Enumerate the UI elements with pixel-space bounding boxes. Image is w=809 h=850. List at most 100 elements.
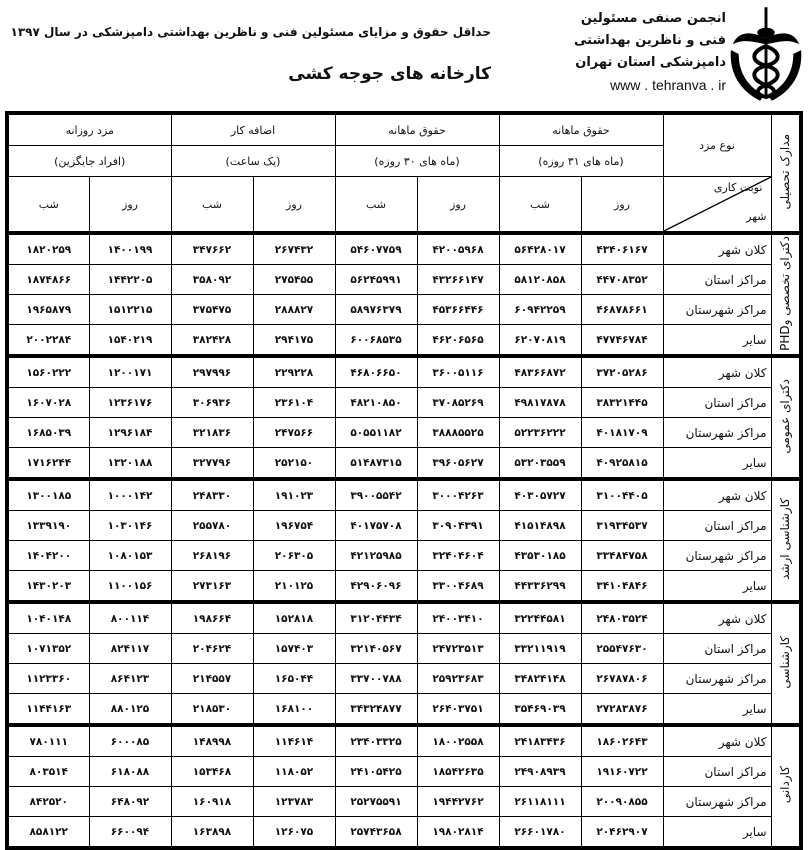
shift-night-header: شب [170, 176, 254, 234]
wage-value-cell: ۱۳۰۰۱۸۵ [6, 477, 90, 511]
wage-type-header: نوع مزد [662, 112, 772, 177]
wage-value-cell: ۱۹۱۶۰۷۲۲ [580, 756, 664, 787]
table-row: مراکز شهرستان ۳۳۴۸۴۷۵۸ ۴۳۵۳۰۱۸۵ ۳۲۴۰۴۶۰۴ ۴۲۱… [6, 540, 801, 571]
document-header: حداقل حقوق و مزایای مسئولین فنی و ناظرین… [0, 0, 809, 110]
table-row: سایر ۲۷۲۸۳۸۷۶ ۳۵۴۶۹۰۳۹ ۲۶۴۰۳۷۵۱ ۳۴۳۲۴۸۷۷ ۱۶۸۱… [6, 693, 801, 726]
wage-value-cell: ۷۸۰۱۱۱ [6, 723, 90, 757]
wage-value-cell: ۱۹۶۵۸۷۹ [6, 294, 90, 325]
wage-value-cell: ۲۱۰۱۲۵ [252, 570, 336, 603]
wage-value-cell: ۲۵۷۴۳۶۵۸ [334, 816, 418, 849]
wage-value-cell: ۱۰۴۰۱۴۸ [6, 600, 90, 634]
wage-value-cell: ۴۹۸۱۷۸۷۸ [498, 387, 582, 418]
caduceus-hands-tower-icon [730, 7, 802, 101]
city-label: مراکز شهرستان [662, 540, 772, 571]
wage-value-cell: ۴۴۷۰۸۳۵۲ [580, 264, 664, 295]
table-row: سایر ۴۷۷۴۶۷۸۴ ۶۲۰۷۰۸۱۹ ۴۶۲۰۶۵۶۵ ۶۰۰۶۸۵۳۵ ۲۹۴۱… [6, 324, 801, 357]
wage-value-cell: ۱۱۰۰۱۵۶ [88, 570, 172, 603]
wage-value-cell: ۸۵۸۱۲۲ [6, 816, 90, 849]
degree-label: کارشناسی ارشد [770, 477, 802, 603]
wage-value-cell: ۴۰۱۷۵۷۰۸ [334, 510, 418, 541]
wage-value-cell: ۳۴۸۲۴۱۴۸ [498, 663, 582, 694]
wage-value-cell: ۵۱۴۸۷۳۱۵ [334, 447, 418, 480]
wage-value-cell: ۱۳۳۹۱۹۰ [6, 510, 90, 541]
shift-day-header: روز [416, 176, 500, 234]
city-label: کلان شهر [662, 723, 772, 757]
wage-value-cell: ۱۰۳۰۱۴۶ [88, 510, 172, 541]
wage-value-cell: ۲۳۴۰۳۳۲۵ [334, 723, 418, 757]
city-label: مراکز استان [662, 387, 772, 418]
wage-value-cell: ۱۲۹۶۱۸۴ [88, 417, 172, 448]
wage-value-cell: ۸۸۰۱۲۵ [88, 693, 172, 726]
wage-value-cell: ۱۲۳۶۱۷۶ [88, 387, 172, 418]
wage-value-cell: ۱۲۶۰۷۵ [252, 816, 336, 849]
table-row: سایر ۲۰۴۶۲۹۰۷ ۲۶۶۰۱۷۸۰ ۱۹۸۰۲۸۱۴ ۲۵۷۴۳۶۵۸ ۱۲۶۰… [6, 816, 801, 849]
table-row: کارشناسی ارشد کلان شهر ۳۱۰۰۴۴۰۵ ۴۰۳۰۵۷۲۷ ۳۰۰… [6, 477, 802, 603]
wage-value-cell: ۱۰۸۰۱۵۳ [88, 540, 172, 571]
group-sub-overtime: (یک ساعت) [170, 145, 336, 177]
wage-value-cell: ۲۰۰۲۲۸۴ [6, 324, 90, 357]
shift-night-header: شب [498, 176, 582, 234]
wage-value-cell: ۱۴۰۴۲۰۰ [6, 540, 90, 571]
wage-value-cell: ۲۵۲۱۵۰ [252, 447, 336, 480]
table-row: مراکز استان ۳۸۳۲۱۴۴۵ ۴۹۸۱۷۸۷۸ ۳۷۰۸۵۲۶۹ ۴۸۲۱۰… [6, 387, 801, 418]
wage-value-cell: ۲۶۴۰۳۷۵۱ [416, 693, 500, 726]
wage-value-cell: ۳۲۴۰۴۶۰۴ [416, 540, 500, 571]
table-row: سایر ۳۴۱۰۴۸۴۶ ۴۴۳۳۶۲۹۹ ۳۳۰۰۴۶۸۹ ۴۲۹۰۶۰۹۶ ۲۱۰۱… [6, 570, 801, 603]
city-label: مراکز استان [662, 264, 772, 295]
wage-value-cell: ۸۶۴۱۲۳ [88, 663, 172, 694]
shift-night-header: شب [6, 176, 90, 234]
city-label: مراکز شهرستان [662, 663, 772, 694]
city-label: کلان شهر [662, 477, 772, 511]
wage-value-cell: ۱۵۲۸۱۸ [252, 600, 336, 634]
wage-value-cell: ۱۱۸۰۵۲ [252, 756, 336, 787]
wage-value-cell: ۳۳۴۸۴۷۵۸ [580, 540, 664, 571]
wage-value-cell: ۶۴۸۰۹۲ [88, 786, 172, 817]
wage-value-cell: ۴۸۲۱۰۸۵۰ [334, 387, 418, 418]
wage-value-cell: ۴۰۹۲۵۸۱۵ [580, 447, 664, 480]
table-row: دکترای تخصصی وPHD کلان شهر ۴۳۴۰۶۱۶۷ ۵۶۴۲۸۰۱… [6, 231, 802, 357]
wage-value-cell: ۲۱۸۵۳۰ [170, 693, 254, 726]
wage-value-cell: ۲۷۲۸۳۸۷۶ [580, 693, 664, 726]
wage-table: مدارک تحصیلی نوع مزد حقوق ماهانه حقوق ما… [5, 111, 803, 850]
wage-value-cell: ۳۴۱۰۴۸۴۶ [580, 570, 664, 603]
wage-value-cell: ۳۲۱۴۰۵۶۷ [334, 633, 418, 664]
wage-value-cell: ۳۸۸۸۵۵۲۵ [416, 417, 500, 448]
wage-value-cell: ۲۶۷۸۷۸۰۶ [580, 663, 664, 694]
org-line: فنی و ناظرین بهداشتی [574, 33, 726, 48]
wage-value-cell: ۲۴۷۵۶۶ [252, 417, 336, 448]
degree-header: مدارک تحصیلی [770, 112, 802, 234]
wage-value-cell: ۳۹۶۰۵۶۲۷ [416, 447, 500, 480]
wage-value-cell: ۲۰۴۶۲۴ [170, 633, 254, 664]
table-row: سایر ۴۰۹۲۵۸۱۵ ۵۳۲۰۳۵۵۹ ۳۹۶۰۵۶۲۷ ۵۱۴۸۷۳۱۵ ۲۵۲۱… [6, 447, 801, 480]
wage-value-cell: ۲۵۹۲۳۶۸۳ [416, 663, 500, 694]
website-text: www . tehranva . ir [610, 77, 726, 93]
wage-value-cell: ۳۶۰۰۵۱۱۶ [416, 354, 500, 388]
wage-value-cell: ۲۵۲۷۵۵۹۱ [334, 786, 418, 817]
wage-value-cell: ۱۶۵۰۴۴ [252, 663, 336, 694]
city-label: کلان شهر [662, 354, 772, 388]
wage-value-cell: ۱۶۰۹۱۸ [170, 786, 254, 817]
city-label: سایر [662, 570, 772, 603]
city-label: سایر [662, 447, 772, 480]
wage-value-cell: ۱۸۰۰۲۵۵۸ [416, 723, 500, 757]
wage-value-cell: ۲۶۶۰۱۷۸۰ [498, 816, 582, 849]
city-label: مراکز استان [662, 756, 772, 787]
wage-value-cell: ۳۴۳۲۴۸۷۷ [334, 693, 418, 726]
wage-value-cell: ۴۳۵۳۰۱۸۵ [498, 540, 582, 571]
group-header-monthly-31: حقوق ماهانه [498, 112, 664, 146]
wage-value-cell: ۲۴۰۰۳۴۱۰ [416, 600, 500, 634]
city-header: شهر [746, 210, 767, 223]
group-header-overtime: اضافه کار [170, 112, 336, 146]
degree-label: دکترای تخصصی وPHD [770, 231, 802, 357]
wage-value-cell: ۲۵۵۴۷۶۳۰ [580, 633, 664, 664]
city-label: مراکز شهرستان [662, 417, 772, 448]
city-label: مراکز استان [662, 510, 772, 541]
wage-value-cell: ۲۴۱۰۵۴۲۵ [334, 756, 418, 787]
wage-value-cell: ۸۰۰۱۱۴ [88, 600, 172, 634]
city-label: سایر [662, 324, 772, 357]
table-row: مراکز استان ۱۹۱۶۰۷۲۲ ۲۴۹۰۸۹۳۹ ۱۸۵۴۲۶۳۵ ۲۴۱۰۵… [6, 756, 801, 787]
wage-value-cell: ۸۴۲۵۲۰ [6, 786, 90, 817]
shift-day-header: روز [580, 176, 664, 234]
wage-value-cell: ۱۵۶۰۲۲۲ [6, 354, 90, 388]
wage-value-cell: ۶۱۸۰۸۸ [88, 756, 172, 787]
